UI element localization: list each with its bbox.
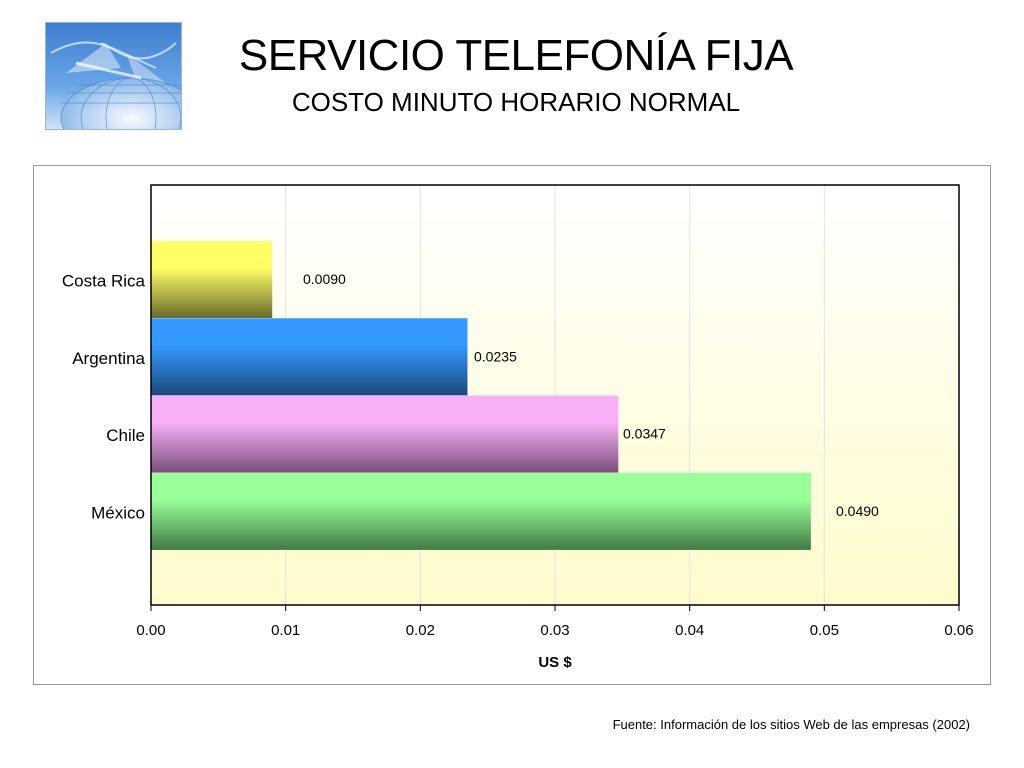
bar-chile: [151, 395, 619, 473]
x-tick-label: 0.04: [675, 622, 704, 639]
data-label: 0.0490: [836, 503, 879, 519]
source-note: Fuente: Información de los sitios Web de…: [612, 717, 970, 732]
page-title: SERVICIO TELEFONÍA FIJA: [238, 31, 794, 80]
x-axis-title: US $: [538, 654, 572, 671]
bar-méxico: [151, 472, 811, 550]
logo-globe-icon: [45, 22, 182, 130]
chart-area: Costa Rica 0.0090 Argentina 0.0235 Chile 0.03…: [33, 165, 991, 685]
bar-argentina: [151, 318, 468, 396]
page-subtitle: COSTO MINUTO HORARIO NORMAL: [291, 87, 741, 117]
bar-costa-rica: [151, 241, 273, 318]
x-tick-label: 0.05: [810, 622, 839, 639]
data-label: 0.0347: [623, 426, 666, 442]
category-label: Chile: [106, 426, 145, 445]
category-label: Costa Rica: [62, 272, 146, 291]
bar-chart: Costa Rica 0.0090 Argentina 0.0235 Chile 0.03…: [62, 184, 974, 671]
category-label: Argentina: [72, 349, 145, 368]
data-label: 0.0235: [474, 348, 517, 364]
x-tick-label: 0.06: [944, 622, 973, 639]
data-label: 0.0090: [303, 271, 346, 287]
x-tick-label: 0.01: [271, 622, 300, 639]
x-tick-label: 0.03: [540, 622, 569, 639]
category-label: México: [91, 503, 145, 522]
x-tick-label: 0.00: [136, 622, 165, 639]
x-tick-label: 0.02: [406, 622, 435, 639]
